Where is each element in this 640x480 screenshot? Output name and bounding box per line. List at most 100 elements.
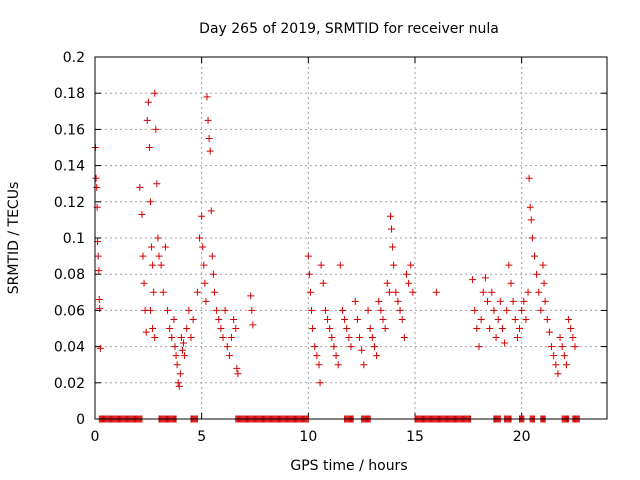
data-point [198,212,206,220]
data-point [95,267,103,275]
data-point [392,288,400,296]
data-point [554,370,562,378]
data-point [249,321,257,329]
data-point [316,379,324,387]
data-point [389,243,397,251]
y-tick-label: 0.1 [63,231,85,247]
x-tick-label: 5 [197,429,206,445]
data-point [571,343,579,351]
data-point [407,261,415,269]
data-point [400,334,408,342]
data-point [143,116,151,124]
data-point [569,334,577,342]
data-point [95,296,103,304]
data-point [565,315,573,323]
data-point [370,343,378,351]
data-point [205,134,213,142]
data-point [541,297,549,305]
data-point [526,203,534,211]
data-point [402,270,410,278]
data-point [550,352,558,360]
y-tick-label: 0.16 [54,122,85,138]
data-point [338,306,346,314]
data-point [356,334,364,342]
data-point [185,306,193,314]
data-point [343,325,351,332]
data-point [379,315,387,323]
data-point [178,346,186,354]
data-point [193,288,201,296]
x-tick-label: 0 [91,429,100,445]
data-point [528,234,536,242]
data-point [488,288,496,296]
data-point [223,343,231,351]
data-point [206,147,214,155]
data-point [486,325,494,332]
data-point [175,382,183,390]
data-point [319,279,327,287]
data-point [136,183,144,191]
data-point [161,243,169,251]
data-point [201,279,209,287]
data-point [203,93,211,101]
data-point [247,292,255,300]
data-point [366,325,374,332]
data-point [520,297,528,305]
data-point [385,288,393,296]
data-point [475,343,483,351]
data-point [388,225,396,233]
data-point [345,334,353,342]
data-point [232,325,240,332]
data-point [140,279,148,287]
data-point [556,334,564,342]
data-point [207,207,215,215]
data-point [180,339,188,347]
data-point [494,315,502,323]
data-point [304,252,312,260]
data-point [311,343,319,351]
data-point [96,344,104,352]
data-point [386,212,394,220]
y-tick-label: 0.18 [54,86,85,102]
data-point [200,261,208,269]
data-point [170,315,178,323]
y-tick-label: 0.14 [54,159,85,175]
y-tick-label: 0.2 [63,50,85,66]
data-point [248,306,256,314]
y-tick-label: 0.08 [54,267,85,283]
data-point [501,339,509,347]
data-point [210,288,218,296]
plot-frame [94,56,608,420]
data-point [509,297,517,305]
data-point [527,216,535,224]
data-point [93,183,101,191]
data-point [341,315,349,323]
data-point [353,315,361,323]
data-point [507,279,515,287]
data-point [360,361,368,369]
data-point [139,252,147,260]
x-axis-label: GPS time / hours [290,458,407,474]
data-point [539,261,547,269]
data-point [157,261,165,269]
data-point [172,352,180,360]
data-point [166,325,174,332]
data-points [91,89,583,423]
x-tick-label: 10 [299,429,317,445]
data-point [558,343,566,351]
data-point [332,352,340,360]
data-point [394,297,402,305]
data-point [159,288,167,296]
data-point [471,306,479,314]
x-tick-label: 20 [513,429,531,445]
data-point [230,315,238,323]
y-tick-label: 0.02 [54,376,85,392]
data-point [375,297,383,305]
data-point [209,270,217,278]
data-point [409,288,417,296]
data-point [511,315,519,323]
data-point [306,288,314,296]
data-point [138,210,146,218]
data-point [326,325,334,332]
data-point [213,306,221,314]
